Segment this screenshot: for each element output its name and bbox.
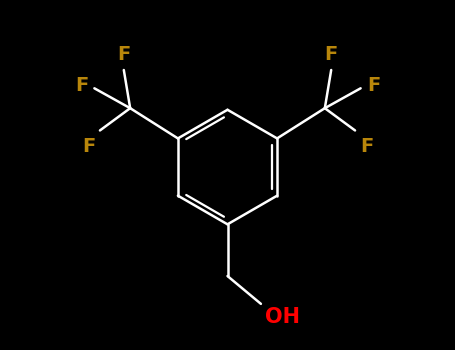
Text: OH: OH	[265, 307, 300, 327]
Text: F: F	[367, 76, 380, 94]
Text: F: F	[324, 45, 338, 64]
Text: F: F	[360, 137, 373, 156]
Text: F: F	[75, 76, 88, 94]
Text: F: F	[117, 45, 131, 64]
Text: F: F	[82, 137, 95, 156]
